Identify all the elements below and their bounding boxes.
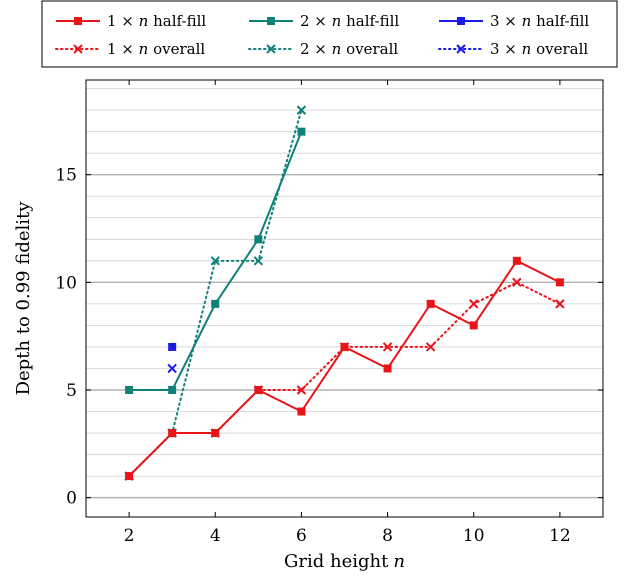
series-2-n-overall <box>124 105 307 481</box>
legend-label-var: n <box>522 40 532 58</box>
legend-label-var: n <box>522 12 532 30</box>
data-point-square <box>254 235 263 244</box>
legend-label-suffix: overall <box>148 40 205 58</box>
data-point-square <box>168 342 177 351</box>
legend-item: 2 × n overall <box>248 40 398 58</box>
data-point-square <box>254 385 263 394</box>
data-point-square <box>383 364 392 373</box>
data-point-square <box>211 299 220 308</box>
legend-label: 2 × n half-fill <box>300 12 399 30</box>
legend-label-prefix: 1 × <box>107 12 139 30</box>
data-point-square <box>426 299 435 308</box>
y-tick-label: 10 <box>55 273 77 293</box>
data-point-square <box>125 472 134 481</box>
legend-item: 3 × n overall <box>438 40 588 58</box>
legend: 1 × n half-fill 2 × n half-fill 3 × n half… <box>41 0 618 68</box>
data-point-square <box>469 321 478 330</box>
data-point-cross <box>296 105 307 115</box>
data-point-cross <box>425 342 436 352</box>
data-point-cross <box>469 299 479 309</box>
y-tick-label: 0 <box>66 489 77 509</box>
series-1-n-overall <box>124 277 565 481</box>
data-point-square <box>168 385 177 394</box>
data-point-square <box>340 342 349 351</box>
y-tick-label: 15 <box>55 166 77 186</box>
legend-label-prefix: 3 × <box>490 40 522 58</box>
series-3-n-overall <box>167 363 177 374</box>
legend-label-suffix: half-fill <box>148 12 206 30</box>
legend-item: 3 × n half-fill <box>439 12 589 30</box>
data-point-square <box>168 429 177 438</box>
legend-label: 3 × n overall <box>490 40 588 58</box>
legend-marker-square <box>74 17 82 25</box>
legend-marker-cross <box>73 44 83 54</box>
x-tick-label: 2 <box>124 526 135 546</box>
legend-box <box>41 0 618 68</box>
data-point-cross <box>167 363 177 374</box>
series-1-n-half-fill <box>125 256 564 481</box>
axis-ticks: 2 4 6 8 10 12 0 5 10 15 <box>55 80 603 546</box>
legend-marker-cross <box>266 44 276 54</box>
series-line <box>128 109 303 478</box>
legend-marker-square <box>457 17 465 25</box>
legend-marker-square <box>267 17 275 25</box>
data-point-square <box>555 278 564 287</box>
x-axis-label-var: n <box>393 551 405 572</box>
series-group <box>124 105 565 481</box>
data-point-square <box>512 256 521 265</box>
series-3-n-half-fill <box>168 342 177 351</box>
x-tick-label: 10 <box>463 526 485 546</box>
legend-label-suffix: half-fill <box>531 12 589 30</box>
data-point-cross <box>512 277 522 288</box>
data-point-cross <box>382 342 393 352</box>
series-line <box>128 281 561 478</box>
legend-label: 1 × n half-fill <box>107 12 206 30</box>
x-tick-label: 12 <box>549 526 571 546</box>
data-point-cross <box>296 385 307 395</box>
data-point-square <box>211 429 220 438</box>
x-axis-label-text: Grid height <box>284 551 389 572</box>
series-2-n-half-fill <box>125 127 306 394</box>
legend-label-var: n <box>139 40 149 58</box>
legend-label-suffix: overall <box>531 40 588 58</box>
data-point-cross <box>210 256 220 266</box>
legend-label-suffix: half-fill <box>341 12 399 30</box>
data-point-cross <box>555 299 565 309</box>
data-point-square <box>297 127 306 136</box>
x-axis-label: Grid height n <box>284 551 405 572</box>
legend-label-prefix: 2 × <box>300 40 332 58</box>
x-tick-label: 8 <box>382 526 393 546</box>
data-point-square <box>297 407 306 416</box>
legend-label: 3 × n half-fill <box>490 12 589 30</box>
y-axis-label: Depth to 0.99 fidelity <box>13 201 34 396</box>
legend-item: 1 × n half-fill <box>56 12 206 30</box>
legend-label-var: n <box>332 40 342 58</box>
plot-frame <box>85 79 604 518</box>
legend-label-prefix: 1 × <box>107 40 139 58</box>
legend-label-var: n <box>332 12 342 30</box>
x-tick-label: 4 <box>210 526 221 546</box>
legend-label-prefix: 3 × <box>490 12 522 30</box>
legend-marker-cross <box>456 44 466 54</box>
legend-label: 2 × n overall <box>300 40 398 58</box>
y-tick-label: 5 <box>66 381 77 401</box>
legend-label: 1 × n overall <box>107 40 205 58</box>
legend-item: 2 × n half-fill <box>249 12 399 30</box>
legend-label-var: n <box>139 12 149 30</box>
x-tick-label: 6 <box>296 526 307 546</box>
legend-label-suffix: overall <box>341 40 398 58</box>
data-point-cross <box>253 256 264 266</box>
data-point-square <box>125 385 134 394</box>
grid-lines <box>86 88 603 499</box>
legend-label-prefix: 2 × <box>300 12 332 30</box>
legend-item: 1 × n overall <box>55 40 205 58</box>
